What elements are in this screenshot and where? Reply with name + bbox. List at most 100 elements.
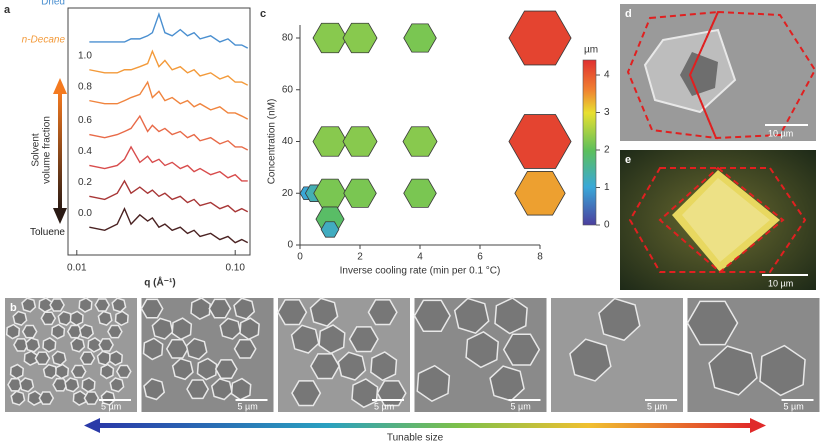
- crystal: [70, 337, 86, 353]
- crystal: [230, 377, 252, 401]
- crystal-size-marker: [403, 23, 437, 53]
- crystal: [210, 377, 233, 401]
- crystal: [57, 310, 73, 326]
- crystal: [64, 377, 80, 393]
- crystal: [708, 345, 758, 396]
- legend-label: 1.0: [78, 50, 92, 61]
- crystal: [309, 353, 341, 380]
- arrowhead: [53, 78, 67, 94]
- crystal: [185, 337, 208, 361]
- saxs-curve: [89, 179, 249, 213]
- crystal: [5, 323, 21, 340]
- scale-bar-label: 10 µm: [768, 278, 793, 288]
- scale-bar-label: 10 µm: [768, 128, 793, 138]
- crystal: [10, 390, 26, 406]
- crystal-size-marker: [508, 114, 572, 169]
- size-arrow: [84, 418, 766, 433]
- crystal: [214, 359, 238, 379]
- crystal: [277, 299, 308, 326]
- arrow-label: Tunable size: [387, 433, 444, 444]
- legend-label: 0.6: [78, 115, 92, 126]
- crystal: [171, 357, 194, 381]
- panel-label: d: [625, 8, 632, 20]
- crystal: [111, 297, 127, 313]
- crystal: [40, 311, 57, 326]
- crystal: [759, 344, 806, 397]
- panel-label: b: [10, 302, 17, 314]
- crystal: [686, 300, 739, 346]
- crystal: [190, 297, 211, 321]
- y-axis-label: Solvent: [31, 133, 42, 167]
- panel-b: 5 µm 5 µm 5 µm 5 µm 5 µm 5 µm: [5, 297, 820, 412]
- x-tick-label: 2: [357, 252, 363, 263]
- crystal: [13, 338, 29, 352]
- x-axis-label: Inverse cooling rate (min per 0.1 °C): [340, 266, 501, 277]
- y-tick-label: 20: [282, 188, 294, 199]
- panel-d: d 10 µm: [620, 4, 817, 141]
- colorbar-tick-label: 4: [604, 70, 610, 81]
- colorbar-tick-label: 0: [604, 220, 610, 231]
- x-tick-label: 4: [417, 252, 423, 263]
- crystal: [81, 376, 96, 393]
- crystal-size-marker: [342, 126, 378, 157]
- x-tick-label: 0.10: [225, 263, 245, 274]
- scale-bar-label: 5 µm: [647, 401, 667, 411]
- saxs-curve: [89, 11, 249, 49]
- crystal: [79, 351, 96, 366]
- crystal: [186, 379, 210, 400]
- scale-bar-label: 5 µm: [238, 401, 258, 411]
- crystal: [25, 337, 41, 353]
- crystal: [219, 317, 242, 340]
- crystal: [208, 298, 232, 319]
- scale-bar-label: 5 µm: [784, 401, 804, 411]
- legend-label: 0.0: [78, 208, 92, 219]
- y-axis-label: Concentration (nM): [267, 99, 278, 185]
- crystal: [7, 377, 23, 392]
- crystal: [42, 337, 57, 353]
- legend-label: 0.8: [78, 81, 92, 92]
- plot-frame: [67, 7, 251, 256]
- crystal: [367, 299, 398, 326]
- y-tick-label: 40: [282, 136, 294, 147]
- arrowhead: [53, 208, 67, 224]
- x-tick-label: 0: [297, 252, 303, 263]
- crystal: [21, 324, 38, 339]
- crystal: [171, 317, 193, 341]
- crystal: [69, 310, 84, 327]
- crystal: [348, 326, 379, 353]
- x-tick-label: 6: [477, 252, 483, 263]
- crystal: [83, 391, 100, 405]
- crystal: [38, 391, 55, 405]
- crystal: [142, 337, 164, 361]
- annotation: n-Decane: [22, 34, 66, 45]
- crystal: [9, 363, 24, 380]
- panel-e: e 10 µm: [620, 150, 816, 290]
- legend-label: Dried: [41, 0, 65, 8]
- crystal-size-marker: [320, 221, 340, 238]
- x-tick-label: 0.01: [67, 263, 87, 274]
- scale-bar-label: 5 µm: [101, 401, 121, 411]
- saxs-curve: [89, 206, 249, 244]
- scale-bar-label: 5 µm: [374, 401, 394, 411]
- crystal-size-marker: [343, 178, 377, 208]
- crystal: [66, 324, 83, 339]
- crystal: [98, 338, 114, 352]
- crystal: [94, 298, 111, 312]
- crystal: [416, 364, 451, 403]
- panel-label: a: [4, 4, 11, 16]
- panel-label: c: [260, 8, 266, 20]
- colorbar-label: µm: [584, 45, 598, 56]
- crystal: [290, 324, 320, 354]
- crystal: [70, 364, 87, 379]
- crystal-size-marker: [313, 178, 347, 208]
- crystal: [34, 351, 51, 366]
- saxs-curve: [89, 114, 249, 151]
- x-axis-label: q (Å⁻¹): [144, 276, 175, 289]
- crystal: [569, 338, 612, 382]
- crystal-size-marker: [312, 22, 348, 54]
- y-tick-label: 60: [282, 84, 294, 95]
- x-tick-label: 8: [537, 252, 543, 263]
- crystal: [465, 331, 499, 369]
- crystal: [21, 297, 37, 313]
